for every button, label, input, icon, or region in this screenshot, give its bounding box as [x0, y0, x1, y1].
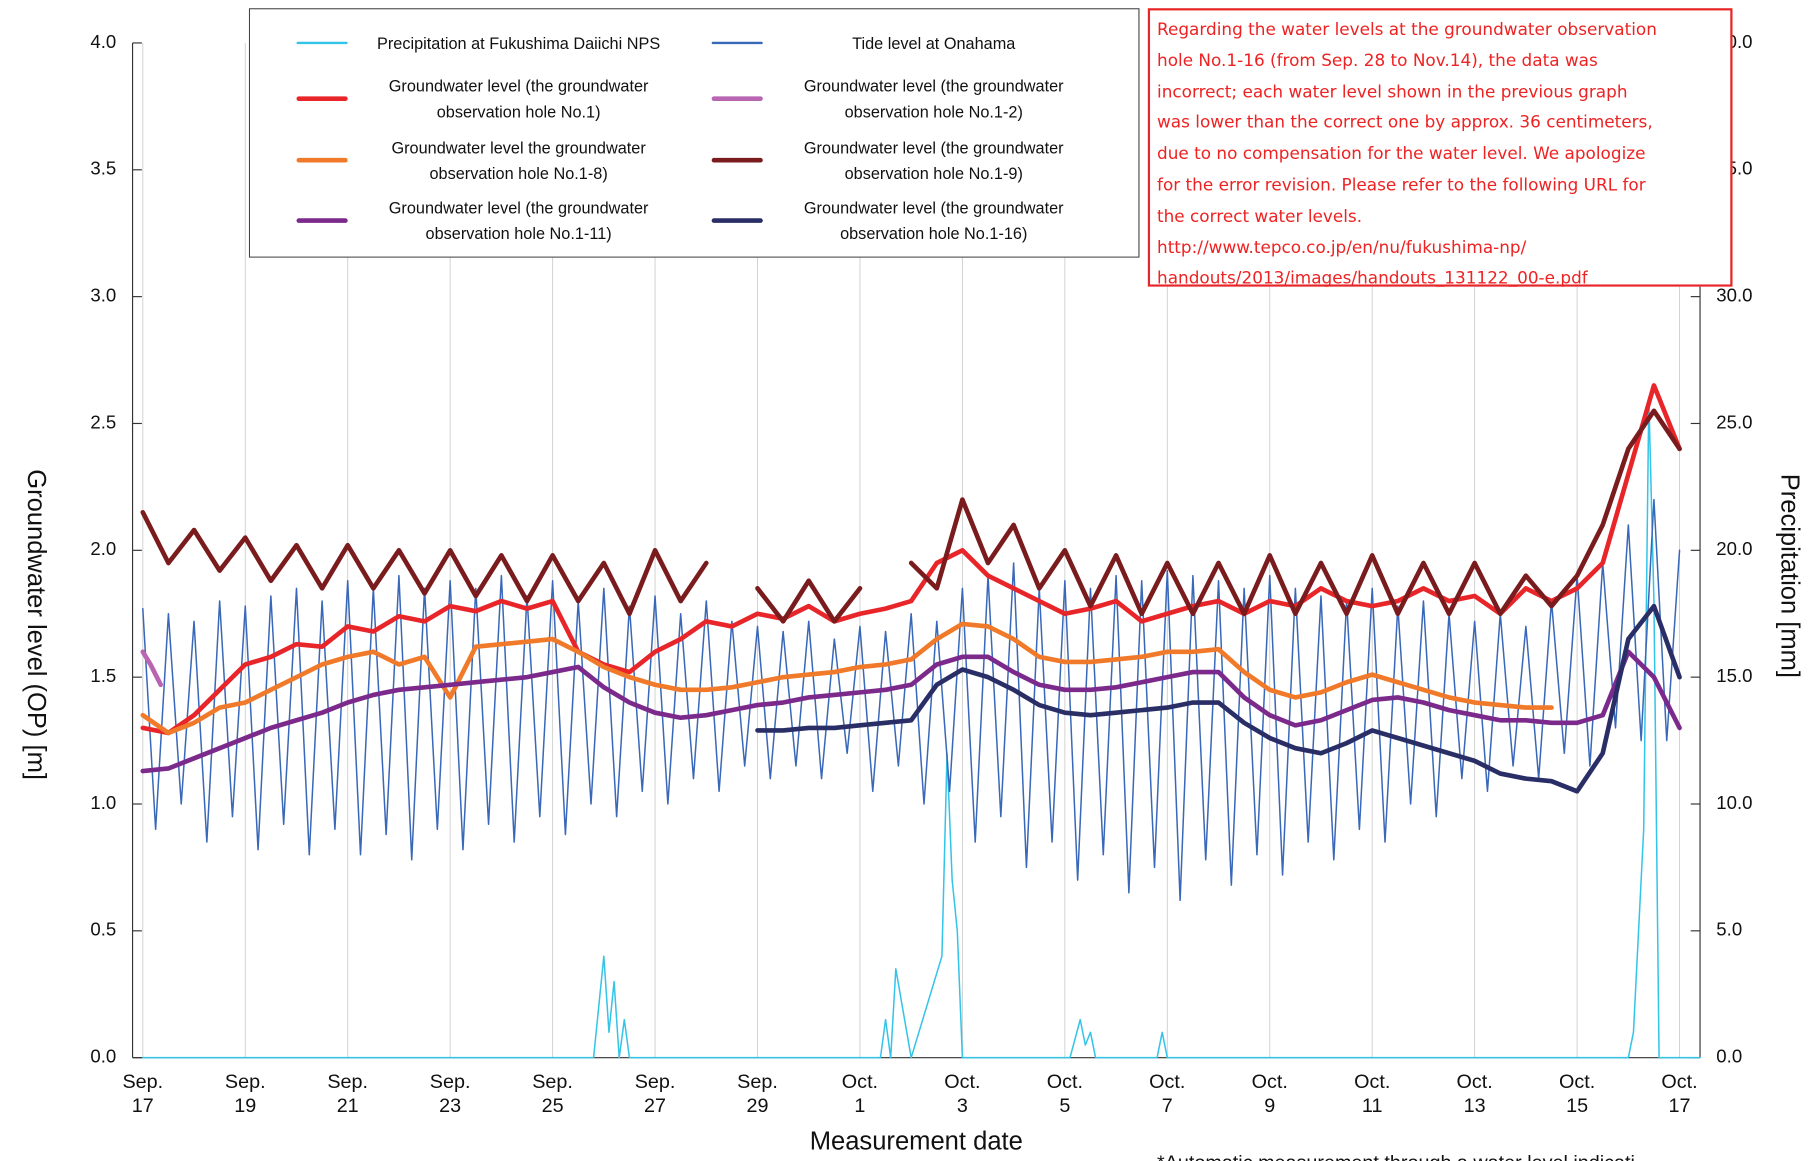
x-axis-title: Measurement date [810, 1127, 1023, 1155]
legend-swatch [296, 157, 348, 163]
legend-swatch [296, 218, 348, 223]
x-tick-label-box: Sep. 29 [737, 1070, 778, 1117]
x-tick-label-box: Sep. 25 [532, 1070, 573, 1117]
annotation-line: Regarding the water levels at the ground… [1157, 20, 1657, 40]
x-tick-label: Sep. 19 [224, 1070, 266, 1117]
x-tick-label: Sep. 17 [122, 1070, 164, 1117]
y-tick-label: 2.5 [90, 411, 116, 432]
legend-swatch [296, 96, 348, 102]
y2-tick-label: 25.0 [1716, 411, 1752, 432]
y-tick-label: 0.5 [90, 919, 116, 940]
y-tick-label: 3.0 [90, 285, 116, 306]
legend-item: Groundwater level (the groundwater obser… [296, 67, 712, 130]
legend-swatch [711, 42, 763, 44]
y2-tick-label: 10.0 [1716, 792, 1752, 813]
x-tick-label-box: Sep. 17 [122, 1070, 164, 1117]
annotation-line: http://www.tepco.co.jp/en/nu/fukushima-n… [1157, 238, 1527, 258]
y2-axis-title: Precipitation [mm] [1776, 474, 1804, 678]
x-tick-label: Oct. 11 [1354, 1070, 1391, 1117]
x-tick-label-box: Oct. 1 [841, 1070, 879, 1117]
x-tick-label: Sep. 27 [634, 1070, 676, 1117]
legend-item: Tide level at Onahama [711, 19, 1127, 68]
legend-label: Tide level at Onahama [852, 33, 1016, 53]
legend-label: Precipitation at Fukushima Daiichi NPS [377, 33, 661, 53]
series-line [142, 397, 1701, 1059]
x-tick-label-box: Oct. 7 [1149, 1070, 1186, 1117]
series-line [140, 408, 1682, 624]
x-tick-label-box: Oct. 15 [1558, 1070, 1596, 1117]
legend-item: Groundwater level (the groundwater obser… [711, 67, 1127, 130]
legend-label: Groundwater level (the groundwater obser… [803, 138, 1064, 183]
footnote: *Automatic measurement through a water l… [1157, 1152, 1635, 1161]
x-tick-label: Oct. 1 [841, 1070, 879, 1117]
annotation-line: was lower than the correct one by approx… [1157, 114, 1653, 133]
x-tick-label-box: Sep. 23 [429, 1070, 471, 1117]
legend-label: Groundwater level (the groundwater obser… [803, 198, 1064, 243]
x-tick-label: Oct. 7 [1149, 1070, 1186, 1117]
y-tick-label: 1.0 [90, 792, 116, 813]
annotation-line: the correct water levels. [1157, 207, 1363, 227]
series-line [140, 649, 1682, 774]
annotation-line: incorrect; each water level shown in the… [1157, 83, 1628, 102]
annotation-line: for the error revision. Please refer to … [1157, 176, 1646, 196]
series-line [140, 621, 1554, 736]
x-tick-label: Oct. 5 [1046, 1070, 1083, 1117]
x-tick-label: Oct. 15 [1558, 1070, 1596, 1117]
y2-tick-label: 30.0 [1716, 285, 1752, 306]
legend-item: Groundwater level (the groundwater obser… [711, 190, 1127, 250]
y2-tick-label: 5.0 [1716, 919, 1742, 940]
y2-tick-label: 20.0 [1716, 538, 1752, 559]
legend-swatch [711, 96, 763, 102]
annotation-box: Regarding the water levels at the ground… [1147, 8, 1733, 287]
y-tick-label: 3.5 [90, 158, 116, 179]
x-tick-label-box: Oct. 13 [1456, 1070, 1493, 1117]
x-tick-label-box: Oct. 11 [1354, 1070, 1391, 1117]
series-line [140, 383, 1682, 736]
x-tick-label: Oct. 13 [1456, 1070, 1493, 1117]
legend-item: Groundwater level (the groundwater obser… [711, 130, 1127, 190]
annotation: Regarding the water levels at the ground… [1147, 8, 1733, 287]
y2-tick-label: 15.0 [1716, 665, 1752, 686]
x-tick-label-box: Sep. 27 [634, 1070, 676, 1117]
x-tick-label: Oct. 17 [1661, 1070, 1698, 1117]
x-tick-label: Sep. 23 [429, 1070, 471, 1117]
y-tick-label: 4.0 [90, 31, 116, 52]
legend-item: Groundwater level the groundwater observ… [296, 130, 712, 190]
y-tick-label: 1.5 [90, 665, 116, 686]
series-line [142, 498, 1681, 902]
legend-item: Groundwater level (the groundwater obser… [296, 190, 712, 250]
legend-swatch [711, 218, 763, 223]
legend-label: Groundwater level (the groundwater obser… [388, 198, 649, 243]
annotation-line: handouts/2013/images/handouts_131122_00-… [1157, 269, 1588, 287]
annotation-line: due to no compensation for the water lev… [1157, 145, 1646, 164]
x-tick-label-box: Oct. 5 [1046, 1070, 1083, 1117]
x-tick-label-box: Oct. 3 [944, 1070, 981, 1117]
legend-label: Groundwater level (the groundwater obser… [803, 76, 1064, 121]
legend-swatch [296, 42, 348, 44]
x-tick-label: Oct. 9 [1251, 1070, 1288, 1117]
x-tick-label: Sep. 21 [327, 1070, 369, 1117]
series-line [755, 603, 1682, 794]
legend-box: Precipitation at Fukushima Daiichi NPS Ti… [248, 8, 1140, 258]
legend-item: Precipitation at Fukushima Daiichi NPS [296, 19, 712, 68]
x-tick-label-box: Oct. 17 [1661, 1070, 1698, 1117]
x-tick-label-box: Oct. 9 [1251, 1070, 1288, 1117]
legend-swatch [711, 157, 763, 163]
x-tick-label: Oct. 3 [944, 1070, 981, 1117]
legend: Precipitation at Fukushima Daiichi NPS Ti… [248, 8, 1140, 258]
legend-label: Groundwater level the groundwater observ… [391, 138, 646, 183]
x-tick-label: Sep. 29 [737, 1070, 778, 1117]
annotation-line: hole No.1-16 (from Sep. 28 to Nov.14), t… [1157, 52, 1598, 71]
x-tick-label-box: Sep. 21 [327, 1070, 369, 1117]
y2-tick-label: 0.0 [1716, 1046, 1742, 1067]
y-tick-label: 2.0 [90, 538, 116, 559]
x-tick-label-box: Sep. 19 [224, 1070, 266, 1117]
x-tick-label: Sep. 25 [532, 1070, 573, 1117]
y-tick-label: 0.0 [90, 1046, 116, 1067]
legend-label: Groundwater level (the groundwater obser… [388, 76, 649, 121]
series-line [140, 649, 164, 688]
y-axis-title: Groundwater level (OP) [m] [22, 469, 50, 780]
